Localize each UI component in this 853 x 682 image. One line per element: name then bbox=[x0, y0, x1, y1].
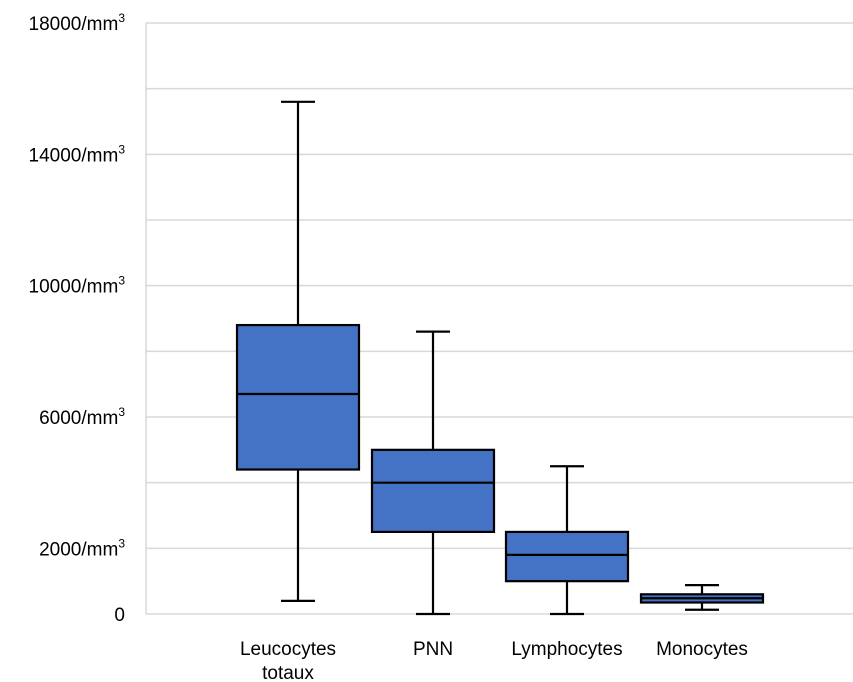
y-tick-label: 10000/mm3 bbox=[29, 274, 126, 298]
y-tick-label: 6000/mm3 bbox=[39, 405, 125, 429]
iqr-box bbox=[235, 323, 361, 471]
boxes bbox=[235, 100, 765, 616]
x-tick-label: Leucocytes bbox=[240, 639, 336, 660]
y-axis: 0 2000/mm3 6000/mm3 10000/mm3 14000/mm3 18000… bbox=[29, 11, 126, 626]
x-tick-label: PNN bbox=[413, 639, 453, 660]
box-lymphocytes bbox=[504, 465, 630, 616]
x-tick-label: totaux bbox=[262, 663, 314, 682]
y-tick-label: 18000/mm3 bbox=[29, 11, 126, 35]
x-axis: Leucocytes totaux PNN Lymphocytes Monocytes bbox=[240, 639, 748, 682]
y-tick-label: 0 bbox=[114, 605, 125, 626]
x-tick-label: Monocytes bbox=[656, 639, 748, 660]
y-tick-label: 14000/mm3 bbox=[29, 142, 126, 166]
box-pnn bbox=[370, 330, 496, 616]
iqr-box bbox=[504, 530, 630, 583]
iqr-box bbox=[370, 448, 496, 534]
gridlines bbox=[145, 22, 853, 615]
y-tick-label: 2000/mm3 bbox=[39, 536, 125, 560]
x-tick-label: Lymphocytes bbox=[511, 639, 622, 660]
box-leucocytes-totaux bbox=[235, 100, 361, 602]
box-monocytes bbox=[639, 584, 765, 611]
